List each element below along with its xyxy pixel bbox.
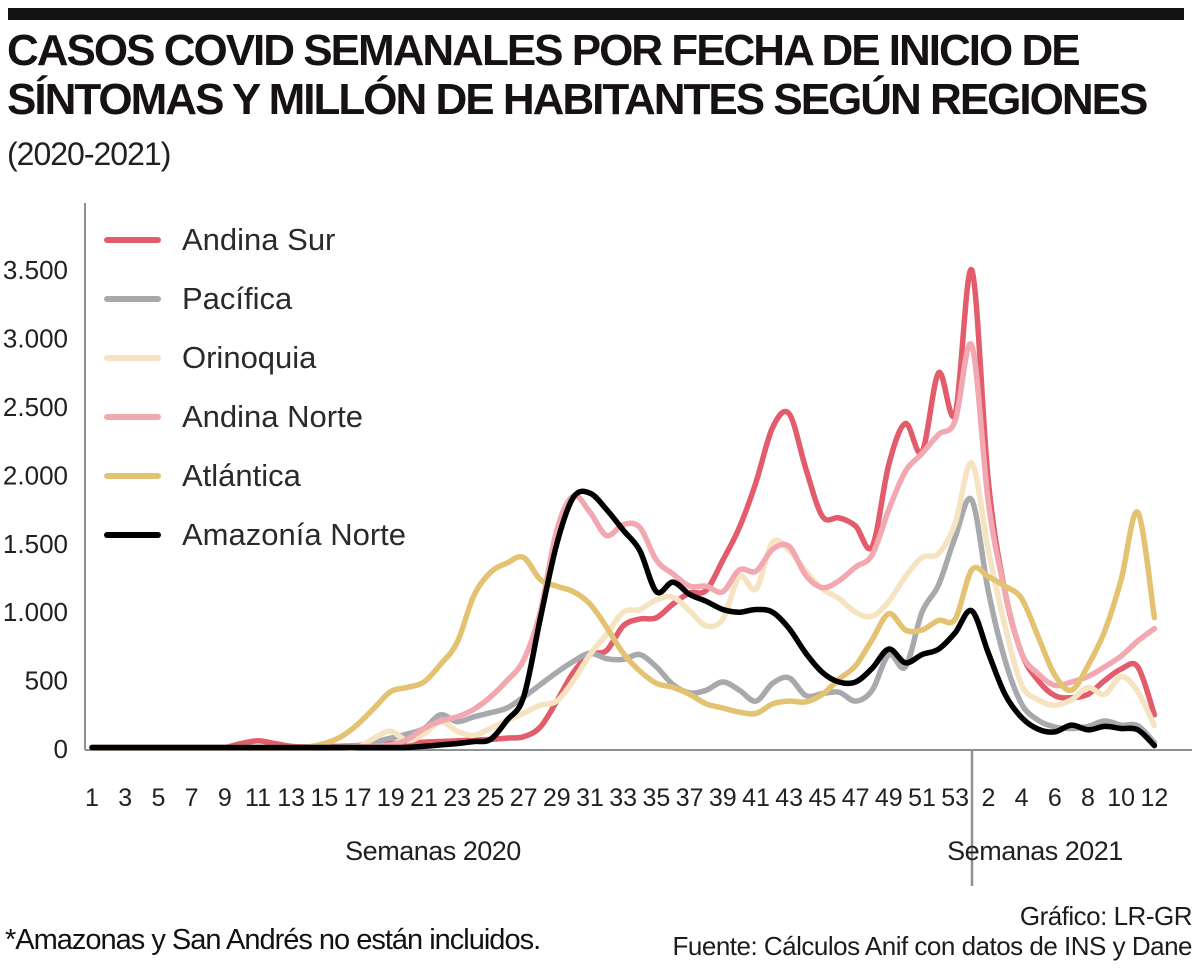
footnote: *Amazonas y San Andrés no están incluido… bbox=[5, 924, 541, 956]
legend-label-pacifica: Pacífica bbox=[182, 281, 293, 316]
x-tick-label: 47 bbox=[842, 784, 870, 812]
x-tick-label: 3 bbox=[118, 784, 132, 812]
chart-title: CASOS COVID SEMANALES POR FECHA DE INICI… bbox=[7, 26, 1148, 124]
credit-graphic: Gráfico: LR-GR bbox=[1019, 901, 1193, 931]
series-line-amazonia-norte bbox=[89, 488, 1158, 751]
x-tick-label: 53 bbox=[941, 784, 969, 812]
legend-label-orinoquia: Orinoquia bbox=[182, 340, 317, 375]
x-tick-label: 10 bbox=[1107, 784, 1135, 812]
x-tick-label: 6 bbox=[1048, 784, 1062, 812]
top-accent-bar bbox=[8, 8, 1184, 20]
x-tick-label: 2 bbox=[981, 784, 995, 812]
legend-swatch-pacifica bbox=[104, 296, 161, 302]
legend-swatch-andina-sur bbox=[104, 237, 161, 243]
legend-label-andina-sur: Andina Sur bbox=[182, 222, 336, 257]
x-tick-label: 17 bbox=[344, 784, 372, 812]
x-tick-label: 51 bbox=[908, 784, 936, 812]
legend-swatch-orinoquia bbox=[104, 355, 161, 361]
x-tick-label: 7 bbox=[185, 784, 199, 812]
x-tick-label: 29 bbox=[543, 784, 571, 812]
legend-item-atlantica: Atlántica bbox=[104, 455, 406, 497]
legend-item-orinoquia: Orinoquia bbox=[104, 337, 406, 379]
legend-label-atlantica: Atlántica bbox=[182, 458, 301, 493]
x-tick-label: 4 bbox=[1015, 784, 1029, 812]
x-tick-label: 15 bbox=[310, 784, 338, 812]
x-tick-label: 1 bbox=[85, 784, 99, 812]
x-tick-label: 12 bbox=[1140, 784, 1168, 812]
chart-title-line2: SÍNTOMAS Y MILLÓN DE HABITANTES SEGÚN RE… bbox=[7, 75, 1148, 124]
legend-item-andina-norte: Andina Norte bbox=[104, 396, 406, 438]
x-tick-label: 35 bbox=[642, 784, 670, 812]
legend-item-amazonia-norte: Amazonía Norte bbox=[104, 514, 406, 556]
y-tick-label: 3.500 bbox=[3, 255, 68, 285]
x-tick-label: 33 bbox=[609, 784, 637, 812]
y-tick-label: 500 bbox=[25, 666, 68, 696]
x-axis-group-label-2020: Semanas 2020 bbox=[345, 836, 521, 866]
x-tick-label: 39 bbox=[709, 784, 737, 812]
x-tick-label: 8 bbox=[1081, 784, 1095, 812]
x-tick-label: 37 bbox=[676, 784, 704, 812]
x-tick-label: 31 bbox=[576, 784, 604, 812]
chart-legend: Andina Sur Pacífica Orinoquia Andina Norte A… bbox=[104, 219, 406, 573]
credits: Gráfico: LR-GR Fuente: Cálculos Anif con… bbox=[672, 901, 1193, 961]
y-tick-label: 3.000 bbox=[3, 324, 68, 354]
chart-subtitle: (2020-2021) bbox=[7, 136, 171, 172]
y-tick-label: 0 bbox=[54, 734, 68, 764]
series-line-andina-sur bbox=[89, 267, 1158, 751]
x-tick-label: 49 bbox=[875, 784, 903, 812]
legend-item-andina-sur: Andina Sur bbox=[104, 219, 406, 261]
x-tick-label: 23 bbox=[443, 784, 471, 812]
credit-source: Fuente: Cálculos Anif con datos de INS y… bbox=[672, 931, 1193, 961]
y-tick-label: 1.500 bbox=[3, 529, 68, 559]
legend-swatch-andina-norte bbox=[104, 414, 161, 420]
x-tick-label: 11 bbox=[245, 784, 271, 812]
y-tick-label: 2.000 bbox=[3, 460, 68, 490]
x-tick-label: 45 bbox=[808, 784, 836, 812]
legend-swatch-amazonia-norte bbox=[104, 532, 161, 538]
legend-swatch-atlantica bbox=[104, 473, 161, 479]
x-tick-label: 9 bbox=[218, 784, 232, 812]
chart-title-line1: CASOS COVID SEMANALES POR FECHA DE INICI… bbox=[7, 26, 1081, 75]
y-tick-label: 1.000 bbox=[3, 597, 68, 627]
legend-item-pacifica: Pacífica bbox=[104, 278, 406, 320]
legend-label-amazonia-norte: Amazonía Norte bbox=[182, 517, 406, 552]
x-tick-label: 21 bbox=[410, 784, 438, 812]
legend-label-andina-norte: Andina Norte bbox=[182, 399, 363, 434]
x-tick-label: 41 bbox=[742, 784, 770, 812]
x-axis-group-label-2021: Semanas 2021 bbox=[947, 836, 1123, 866]
x-tick-label: 5 bbox=[151, 784, 165, 812]
x-tick-label: 19 bbox=[377, 784, 405, 812]
x-tick-label: 25 bbox=[476, 784, 504, 812]
y-tick-label: 2.500 bbox=[3, 392, 68, 422]
x-tick-label: 27 bbox=[510, 784, 538, 812]
x-tick-label: 13 bbox=[277, 784, 305, 812]
x-tick-label: 43 bbox=[775, 784, 803, 812]
